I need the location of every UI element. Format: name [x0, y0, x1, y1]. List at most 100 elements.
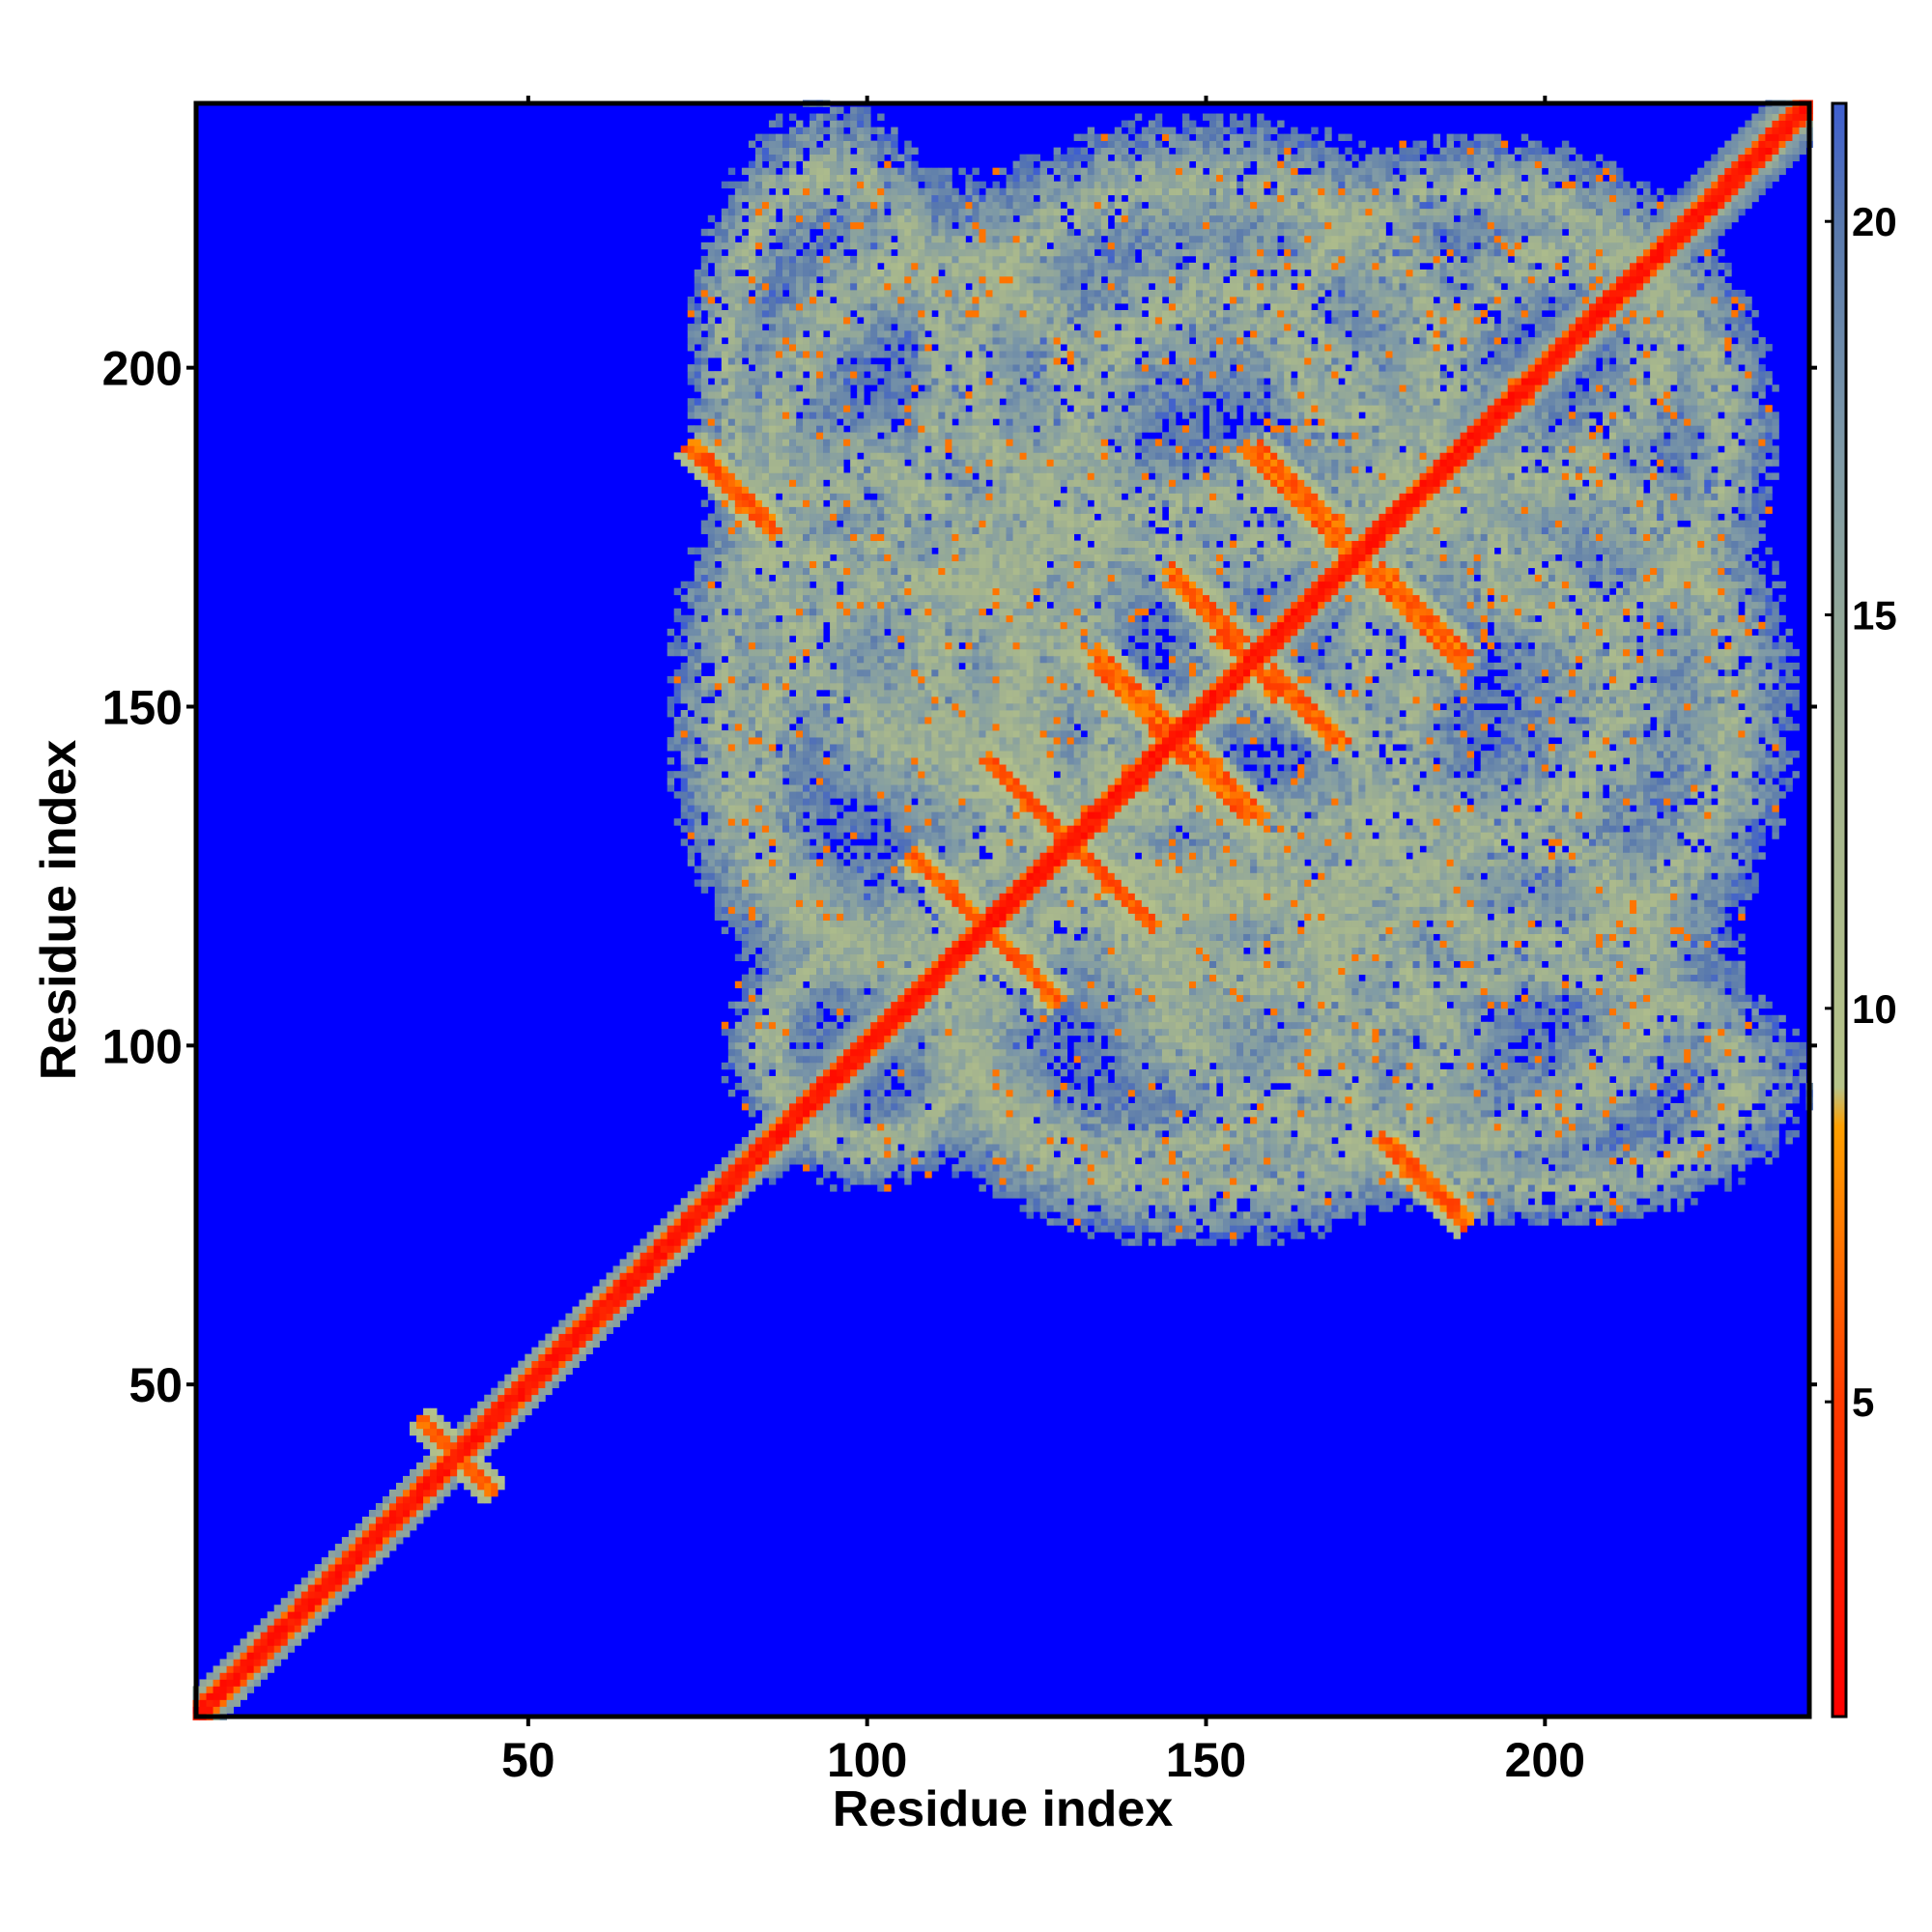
- heatmap-cell: [843, 520, 851, 527]
- heatmap-cell: [864, 452, 871, 460]
- heatmap-cell: [823, 987, 831, 996]
- heatmap-cell: [788, 432, 797, 440]
- heatmap-cell: [226, 1686, 234, 1693]
- heatmap-cell: [396, 1523, 404, 1531]
- heatmap-cell: [891, 696, 898, 704]
- heatmap-cell: [870, 1028, 878, 1037]
- heatmap-cell: [870, 751, 878, 758]
- heatmap-cell: [368, 1523, 377, 1531]
- heatmap-cell: [727, 608, 736, 616]
- heatmap-cell: [781, 486, 790, 494]
- heatmap-cell: [775, 391, 783, 399]
- heatmap-cell: [700, 737, 709, 745]
- heatmap-cell: [864, 113, 871, 121]
- heatmap-cell: [810, 513, 817, 521]
- heatmap-cell: [727, 1041, 736, 1050]
- heatmap-cell: [830, 757, 838, 765]
- heatmap-cell: [687, 764, 696, 772]
- heatmap-cell: [884, 275, 892, 284]
- heatmap-cell: [410, 1502, 417, 1511]
- heatmap-cell: [768, 486, 777, 494]
- heatmap-cell: [810, 1082, 817, 1091]
- heatmap-cell: [803, 221, 810, 230]
- heatmap-cell: [761, 703, 770, 711]
- heatmap-cell: [673, 696, 682, 704]
- heatmap-cell: [727, 540, 736, 548]
- heatmap-cell: [788, 181, 797, 189]
- heatmap-cell: [781, 1117, 790, 1124]
- heatmap-cell: [788, 940, 797, 948]
- heatmap-cell: [754, 445, 763, 453]
- heatmap-cell: [803, 879, 810, 887]
- heatmap-cell: [518, 1380, 526, 1389]
- heatmap-cell: [748, 980, 756, 989]
- heatmap-cell: [734, 648, 743, 657]
- heatmap-cell: [680, 730, 689, 738]
- heatmap-cell: [891, 893, 898, 900]
- heatmap-cell: [741, 547, 750, 555]
- heatmap-cell: [781, 744, 790, 752]
- heatmap-cell: [857, 805, 865, 812]
- heatmap-cell: [796, 289, 804, 298]
- heatmap-cell: [830, 920, 838, 927]
- heatmap-cell: [884, 940, 892, 948]
- heatmap-cell: [206, 1679, 213, 1687]
- heatmap-cell: [837, 248, 844, 257]
- heatmap-cell: [884, 418, 892, 426]
- heatmap-cell: [816, 886, 824, 894]
- heatmap-cell: [803, 1075, 810, 1084]
- heatmap-cell: [891, 526, 898, 534]
- heatmap-cell: [897, 1095, 905, 1104]
- heatmap-cell: [700, 351, 709, 358]
- heatmap-cell: [558, 1333, 566, 1341]
- heatmap-cell: [857, 778, 865, 785]
- heatmap-cell: [823, 459, 831, 467]
- heatmap-cell: [850, 235, 858, 243]
- heatmap-cell: [870, 1068, 878, 1077]
- heatmap-cell: [687, 662, 696, 670]
- heatmap-cell: [857, 1171, 865, 1179]
- heatmap-cell: [857, 357, 865, 365]
- heatmap-cell: [714, 466, 723, 473]
- heatmap-cell: [803, 953, 810, 962]
- heatmap-cell: [837, 513, 844, 521]
- heatmap-cell: [707, 872, 716, 880]
- heatmap-cell: [823, 594, 831, 603]
- heatmap-cell: [870, 248, 878, 257]
- heatmap-cell: [810, 953, 817, 962]
- heatmap-cell: [484, 1435, 492, 1443]
- heatmap-cell: [823, 1055, 831, 1064]
- heatmap-cell: [768, 1062, 777, 1070]
- heatmap-cell: [788, 127, 797, 134]
- heatmap-cell: [843, 771, 851, 779]
- heatmap-cell: [734, 310, 743, 318]
- heatmap-cell: [884, 351, 892, 358]
- heatmap-cell: [754, 554, 763, 562]
- heatmap-cell: [754, 744, 763, 752]
- heatmap-cell: [219, 1706, 227, 1714]
- heatmap-cell: [667, 696, 675, 704]
- heatmap-cell: [748, 214, 756, 223]
- heatmap-cell: [891, 506, 898, 514]
- heatmap-cell: [768, 181, 777, 189]
- heatmap-cell: [768, 432, 777, 440]
- heatmap-cell: [579, 1326, 586, 1334]
- heatmap-cell: [775, 174, 783, 183]
- heatmap-cell: [707, 594, 716, 603]
- heatmap-cell: [816, 214, 824, 223]
- heatmap-cell: [694, 832, 702, 839]
- heatmap-cell: [810, 248, 817, 257]
- heatmap-cell: [748, 1008, 756, 1016]
- heatmap-cell: [796, 960, 804, 969]
- heatmap-cell: [843, 486, 851, 494]
- heatmap-cell: [754, 730, 763, 738]
- heatmap-cell: [768, 357, 777, 365]
- heatmap-cell: [850, 493, 858, 500]
- heatmap-cell: [803, 967, 810, 976]
- heatmap-cell: [788, 1130, 797, 1138]
- heatmap-cell: [884, 1123, 892, 1131]
- heatmap-cell: [891, 1001, 898, 1009]
- heatmap-cell: [633, 1293, 640, 1300]
- heatmap-cell: [687, 425, 696, 433]
- heatmap-cell: [864, 174, 871, 183]
